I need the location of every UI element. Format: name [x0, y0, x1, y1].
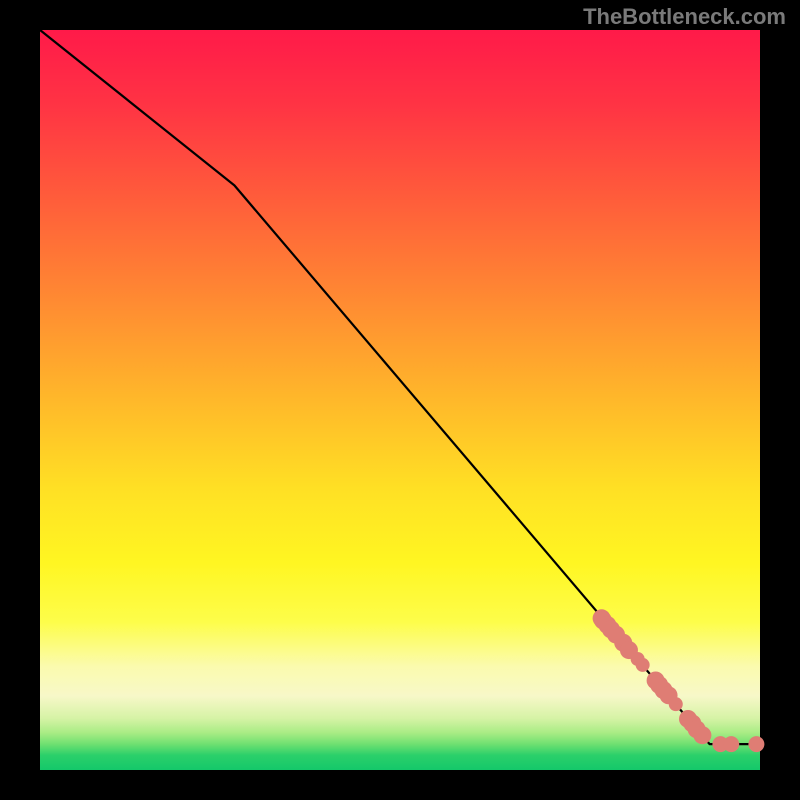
plot-background	[40, 30, 760, 770]
data-marker	[636, 658, 650, 672]
data-marker	[669, 697, 683, 711]
chart-container: TheBottleneck.com	[0, 0, 800, 800]
data-marker	[693, 726, 711, 744]
watermark-text: TheBottleneck.com	[583, 4, 786, 30]
chart-svg	[0, 0, 800, 800]
data-marker	[723, 736, 739, 752]
data-marker	[748, 736, 764, 752]
